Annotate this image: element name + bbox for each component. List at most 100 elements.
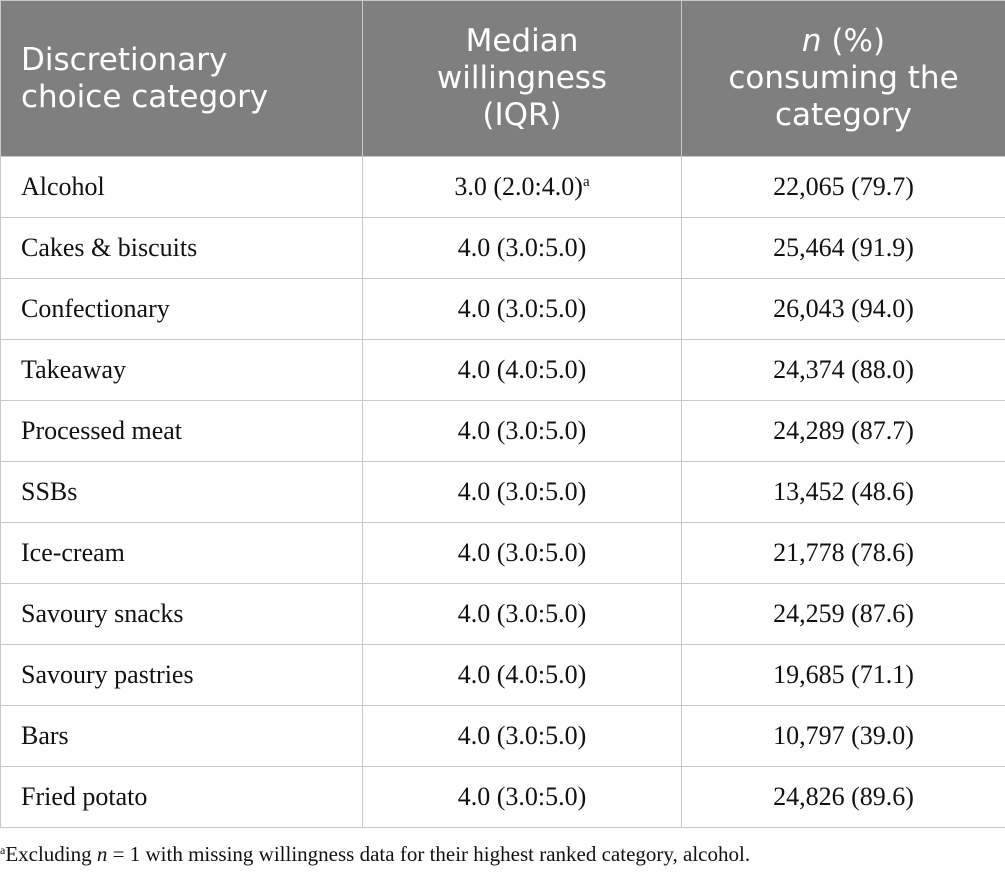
header-line: willingness: [383, 60, 661, 97]
cell-text: 24,289 (87.7): [773, 416, 914, 445]
header-cell: n (%) consuming the category: [681, 0, 1005, 157]
cell-text: 21,778 (78.6): [773, 538, 914, 567]
cell-text: Alcohol: [21, 172, 105, 201]
header-text: (%): [821, 23, 886, 59]
table-cell: 25,464 (91.9): [681, 217, 1005, 279]
cell-text: 22,065 (79.7): [773, 172, 914, 201]
cell-text: 19,685 (71.1): [773, 660, 914, 689]
table-cell: 4.0 (3.0:5.0): [362, 522, 682, 584]
footnote-text: Excluding: [5, 842, 97, 866]
table-row: Takeaway 4.0 (4.0:5.0) 24,374 (88.0): [0, 339, 1005, 401]
header-line: Discretionary: [21, 42, 342, 79]
table-cell: Cakes & biscuits: [0, 217, 363, 279]
table-cell: Ice-cream: [0, 522, 363, 584]
header-text: (IQR): [482, 97, 562, 133]
table-row: SSBs 4.0 (3.0:5.0) 13,452 (48.6): [0, 461, 1005, 523]
footnote-mark: a: [582, 174, 590, 190]
footnote-text: = 1 with missing willingness data for th…: [107, 842, 751, 866]
table-cell: Savoury pastries: [0, 644, 363, 706]
cell-text: 24,259 (87.6): [773, 599, 914, 628]
cell-text: Savoury pastries: [21, 660, 194, 689]
header-line: choice category: [21, 79, 342, 116]
table-cell: 4.0 (3.0:5.0): [362, 217, 682, 279]
table-row: Savoury snacks 4.0 (3.0:5.0) 24,259 (87.6): [0, 583, 1005, 645]
cell-text: Bars: [21, 721, 69, 750]
cell-text: 13,452 (48.6): [773, 477, 914, 506]
cell-text: 4.0 (3.0:5.0): [457, 294, 587, 323]
table-row: Confectionary 4.0 (3.0:5.0) 26,043 (94.0): [0, 278, 1005, 340]
table-row: Processed meat 4.0 (3.0:5.0) 24,289 (87.7): [0, 400, 1005, 462]
table-cell: Alcohol: [0, 156, 363, 218]
header-text: willingness: [436, 60, 608, 96]
table-cell: 4.0 (3.0:5.0): [362, 705, 682, 767]
table-cell: 4.0 (4.0:5.0): [362, 339, 682, 401]
header-line: category: [702, 97, 985, 134]
header-cell: Discretionary choice category: [0, 0, 363, 157]
footnote-mark: a: [0, 843, 6, 857]
cell-text: 4.0 (3.0:5.0): [457, 538, 587, 567]
table-cell: 4.0 (3.0:5.0): [362, 583, 682, 645]
table-row: Cakes & biscuits 4.0 (3.0:5.0) 25,464 (91.…: [0, 217, 1005, 279]
cell-text: 4.0 (3.0:5.0): [457, 721, 587, 750]
cell-text: 4.0 (4.0:5.0): [457, 660, 587, 689]
table-cell: 26,043 (94.0): [681, 278, 1005, 340]
table-cell: 4.0 (3.0:5.0): [362, 461, 682, 523]
cell-text: Ice-cream: [21, 538, 125, 567]
header-text: consuming the: [728, 60, 959, 96]
table-cell: 13,452 (48.6): [681, 461, 1005, 523]
header-text: Discretionary: [21, 41, 228, 78]
table-cell: Bars: [0, 705, 363, 767]
cell-text: Confectionary: [21, 294, 170, 323]
header-text: choice category: [21, 78, 269, 115]
table-cell: Processed meat: [0, 400, 363, 462]
table-cell: 4.0 (3.0:5.0): [362, 400, 682, 462]
header-line: Median: [383, 23, 661, 60]
table-cell: 10,797 (39.0): [681, 705, 1005, 767]
table-cell: Takeaway: [0, 339, 363, 401]
table-cell: 21,778 (78.6): [681, 522, 1005, 584]
table-row: Savoury pastries 4.0 (4.0:5.0) 19,685 (71.…: [0, 644, 1005, 706]
table-cell: 3.0 (2.0:4.0)a: [362, 156, 682, 218]
table-cell: 22,065 (79.7): [681, 156, 1005, 218]
cell-text: SSBs: [21, 477, 78, 506]
table-cell: Fried potato: [0, 766, 363, 828]
header-row: Discretionary choice category Median willin…: [0, 0, 1005, 157]
cell-text: Fried potato: [21, 782, 148, 811]
cell-text: 4.0 (3.0:5.0): [457, 599, 587, 628]
table-row: Bars 4.0 (3.0:5.0) 10,797 (39.0): [0, 705, 1005, 767]
cell-text: 26,043 (94.0): [773, 294, 914, 323]
cell-text: 4.0 (3.0:5.0): [457, 782, 587, 811]
cell-text: Cakes & biscuits: [21, 233, 198, 262]
cell-text: 10,797 (39.0): [773, 721, 914, 750]
table-row: Ice-cream 4.0 (3.0:5.0) 21,778 (78.6): [0, 522, 1005, 584]
header-italic: n: [801, 23, 822, 59]
header-line: n (%): [702, 23, 985, 60]
table-cell: SSBs: [0, 461, 363, 523]
cell-text: Processed meat: [21, 416, 183, 445]
cell-text: 4.0 (4.0:5.0): [457, 355, 587, 384]
table-cell: 4.0 (3.0:5.0): [362, 766, 682, 828]
cell-text: 4.0 (3.0:5.0): [457, 416, 587, 445]
table-cell: 24,289 (87.7): [681, 400, 1005, 462]
cell-text: Takeaway: [21, 355, 127, 384]
header-text: category: [774, 97, 912, 133]
cell-text: 24,826 (89.6): [773, 782, 914, 811]
table-cell: 4.0 (3.0:5.0): [362, 278, 682, 340]
table-cell: Savoury snacks: [0, 583, 363, 645]
data-table: Discretionary choice category Median willin…: [0, 0, 1005, 828]
table-cell: 19,685 (71.1): [681, 644, 1005, 706]
header-cell: Median willingness (IQR): [362, 0, 682, 157]
footnote-italic: n: [96, 842, 108, 866]
table-cell: Confectionary: [0, 278, 363, 340]
cell-text: Savoury snacks: [21, 599, 184, 628]
table-cell: 24,374 (88.0): [681, 339, 1005, 401]
table-row: Fried potato 4.0 (3.0:5.0) 24,826 (89.6): [0, 766, 1005, 828]
table-cell: 4.0 (4.0:5.0): [362, 644, 682, 706]
table-body: Alcohol 3.0 (2.0:4.0)a 22,065 (79.7) Cakes …: [0, 156, 1005, 828]
table-cell: 24,259 (87.6): [681, 583, 1005, 645]
cell-text: 3.0 (2.0:4.0): [454, 172, 583, 201]
table-row: Alcohol 3.0 (2.0:4.0)a 22,065 (79.7): [0, 156, 1005, 218]
cell-text: 4.0 (3.0:5.0): [457, 477, 587, 506]
cell-text: 25,464 (91.9): [773, 233, 914, 262]
